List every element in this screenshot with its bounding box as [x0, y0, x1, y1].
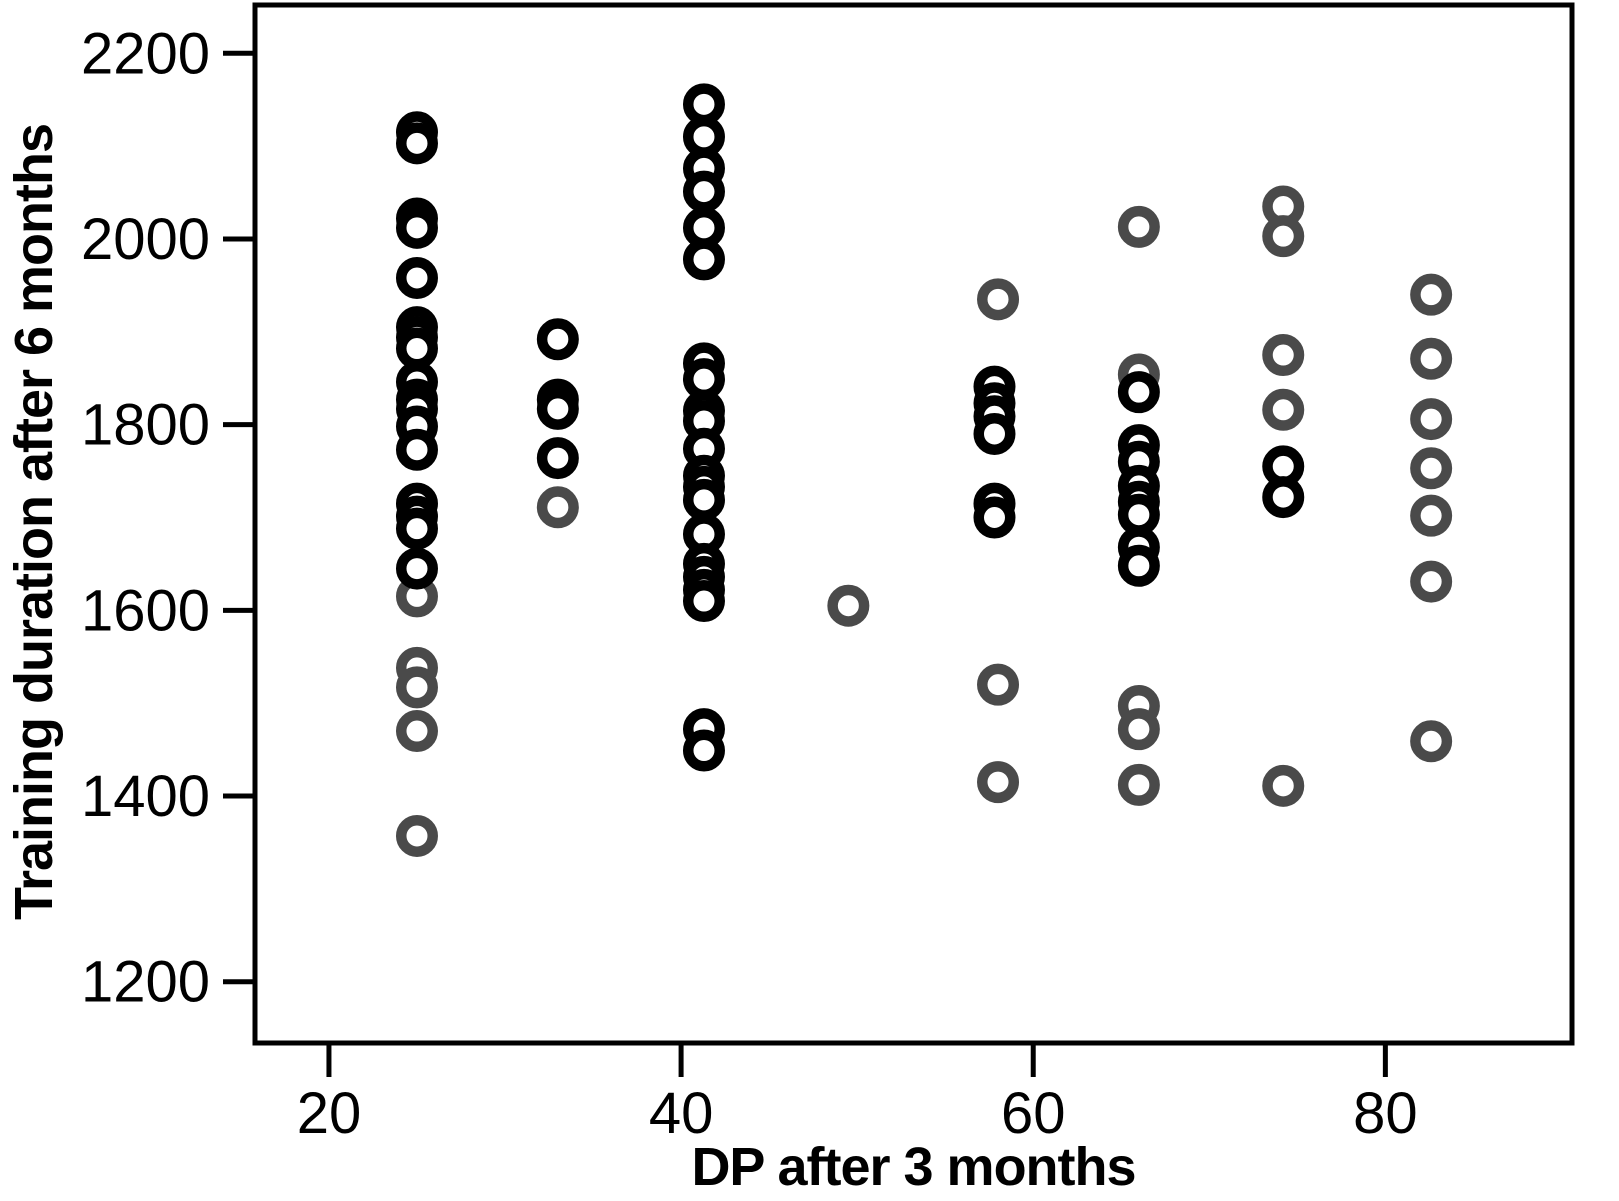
data-point-black [395, 428, 438, 471]
data-point-black [682, 83, 725, 126]
data-point-gray [1262, 215, 1305, 258]
x-tick-label: 80 [1353, 1081, 1418, 1146]
data-point-black [1262, 476, 1305, 519]
data-point-gray [1410, 273, 1453, 316]
data-point-gray [1117, 205, 1160, 248]
data-point-black [682, 238, 725, 281]
data-point-gray [1410, 494, 1453, 537]
data-point-gray [977, 663, 1020, 706]
data-point-gray [1262, 334, 1305, 377]
data-point-black [973, 412, 1016, 455]
data-point-gray [1410, 720, 1453, 763]
data-point-black [536, 387, 579, 430]
data-point-black [395, 122, 438, 165]
y-axis-title: Training duration after 6 months [4, 123, 64, 921]
y-tick-label: 1600 [81, 578, 210, 643]
data-point-gray [1410, 398, 1453, 441]
data-point-gray [1117, 763, 1160, 806]
data-point-black [536, 437, 579, 480]
y-tick-label: 1800 [81, 393, 210, 458]
data-point-black [1117, 493, 1160, 536]
data-point-gray [395, 666, 438, 709]
data-point-black [395, 547, 438, 590]
data-point-gray [1262, 764, 1305, 807]
x-tick-label: 20 [297, 1081, 362, 1146]
y-tick-label: 1200 [81, 950, 210, 1015]
data-point-black [395, 327, 438, 370]
data-point-gray [977, 278, 1020, 321]
data-point-gray [1410, 560, 1453, 603]
data-point-black [1117, 371, 1160, 414]
data-point-black [682, 478, 725, 521]
data-point-gray [395, 814, 438, 857]
y-tick-label: 2000 [81, 207, 210, 272]
plot-border [252, 2, 1575, 1046]
data-point-black [973, 496, 1016, 539]
data-point-gray [977, 761, 1020, 804]
data-point-black [536, 318, 579, 361]
data-point-black [1117, 544, 1160, 587]
data-point-gray [1117, 708, 1160, 751]
data-point-black [395, 256, 438, 299]
x-axis-title: DP after 3 months [691, 1137, 1136, 1197]
data-point-gray [1410, 337, 1453, 380]
data-point-black [395, 507, 438, 550]
data-point-gray [827, 584, 870, 627]
data-point-gray [536, 486, 579, 529]
x-tick-label: 40 [649, 1081, 714, 1146]
x-tick-label: 60 [1001, 1081, 1066, 1146]
data-point-black [682, 580, 725, 623]
data-point-black [682, 170, 725, 213]
y-tick-label: 2200 [81, 21, 210, 86]
data-point-gray [1262, 388, 1305, 431]
y-tick-label: 1400 [81, 764, 210, 829]
data-point-gray [1410, 447, 1453, 490]
data-point-black [682, 729, 725, 772]
data-point-black [395, 206, 438, 249]
data-point-gray [395, 710, 438, 753]
